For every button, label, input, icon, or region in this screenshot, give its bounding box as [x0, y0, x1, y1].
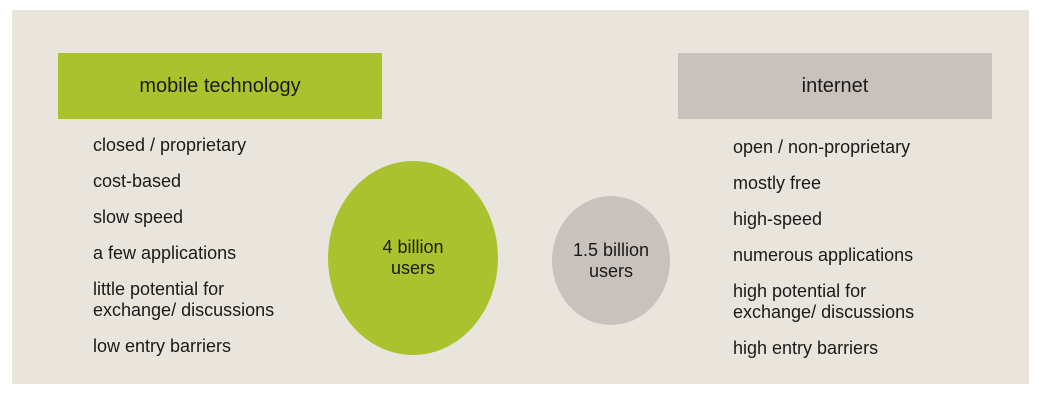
- internet-trait: high-speed: [733, 209, 823, 229]
- mobile-trait: slow speed: [93, 207, 184, 227]
- mobile-users-label: 4 billion users: [382, 237, 444, 278]
- internet-trait: mostly free: [733, 173, 822, 193]
- mobile-technology-header-label: mobile technology: [139, 74, 301, 97]
- internet-trait: numerous applications: [733, 245, 914, 265]
- mobile-users-circle: 4 billion users: [328, 161, 498, 355]
- internet-header: internet: [678, 53, 992, 119]
- internet-users-circle: 1.5 billion users: [552, 196, 670, 325]
- comparison-panel: mobile technology internet closed / prop…: [12, 10, 1029, 384]
- mobile-technology-header: mobile technology: [58, 53, 382, 119]
- mobile-trait: a few applications: [93, 243, 237, 263]
- mobile-trait: cost-based: [93, 171, 182, 191]
- internet-header-label: internet: [801, 74, 869, 97]
- mobile-trait: low entry barriers: [93, 336, 232, 356]
- internet-trait: high potential for exchange/ discussions: [733, 281, 915, 322]
- internet-users-label: 1.5 billion users: [572, 239, 650, 281]
- internet-traits-list: open / non-proprietary mostly free high-…: [733, 137, 993, 374]
- mobile-trait: little potential for exchange/ discussio…: [93, 279, 275, 320]
- mobile-trait: closed / proprietary: [93, 135, 247, 155]
- internet-trait: open / non-proprietary: [733, 137, 911, 157]
- internet-trait: high entry barriers: [733, 338, 879, 358]
- mobile-traits-list: closed / proprietary cost-based slow spe…: [93, 135, 353, 372]
